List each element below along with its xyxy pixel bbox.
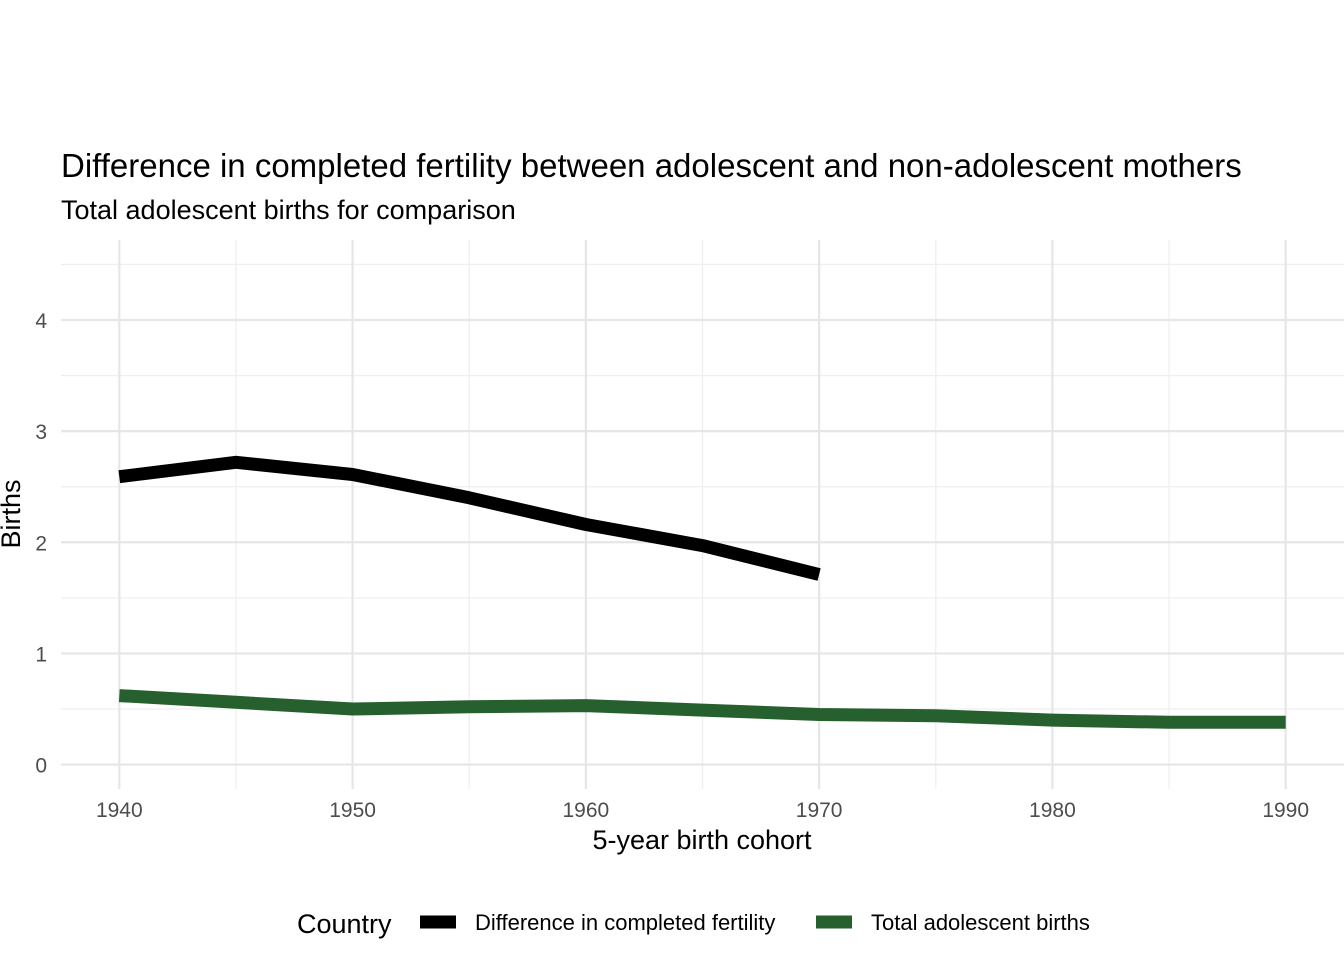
y-tick-label: 2 [35,532,47,555]
y-tick-label: 4 [35,310,47,333]
x-axis-title: 5-year birth cohort [592,825,812,855]
x-tick-label: 1950 [329,799,376,822]
y-tick-label: 0 [35,755,47,778]
y-axis-tick-labels: 0 1 2 3 4 [35,310,47,778]
minor-gridlines [61,240,1344,789]
series-line-0 [118,455,821,581]
legend-label-total: Total adolescent births [871,910,1090,935]
chart-title: Difference in completed fertility betwee… [61,147,1242,184]
x-tick-label: 1940 [96,799,143,822]
series-line-1 [118,689,1286,729]
y-tick-label: 1 [35,643,47,666]
x-tick-label: 1960 [563,799,610,822]
legend-title: Country [297,909,392,939]
x-axis-tick-labels: 1940 1950 1960 1970 1980 1990 [96,799,1309,822]
legend: Country Difference in completed fertilit… [297,909,1090,939]
x-tick-label: 1980 [1029,799,1076,822]
y-axis-title: Births [0,479,26,548]
x-tick-label: 1990 [1262,799,1309,822]
y-tick-label: 3 [35,421,47,444]
chart-subtitle: Total adolescent births for comparison [61,195,516,225]
x-tick-label: 1970 [796,799,843,822]
legend-label-difference: Difference in completed fertility [475,910,775,935]
plot-series [118,455,1286,729]
